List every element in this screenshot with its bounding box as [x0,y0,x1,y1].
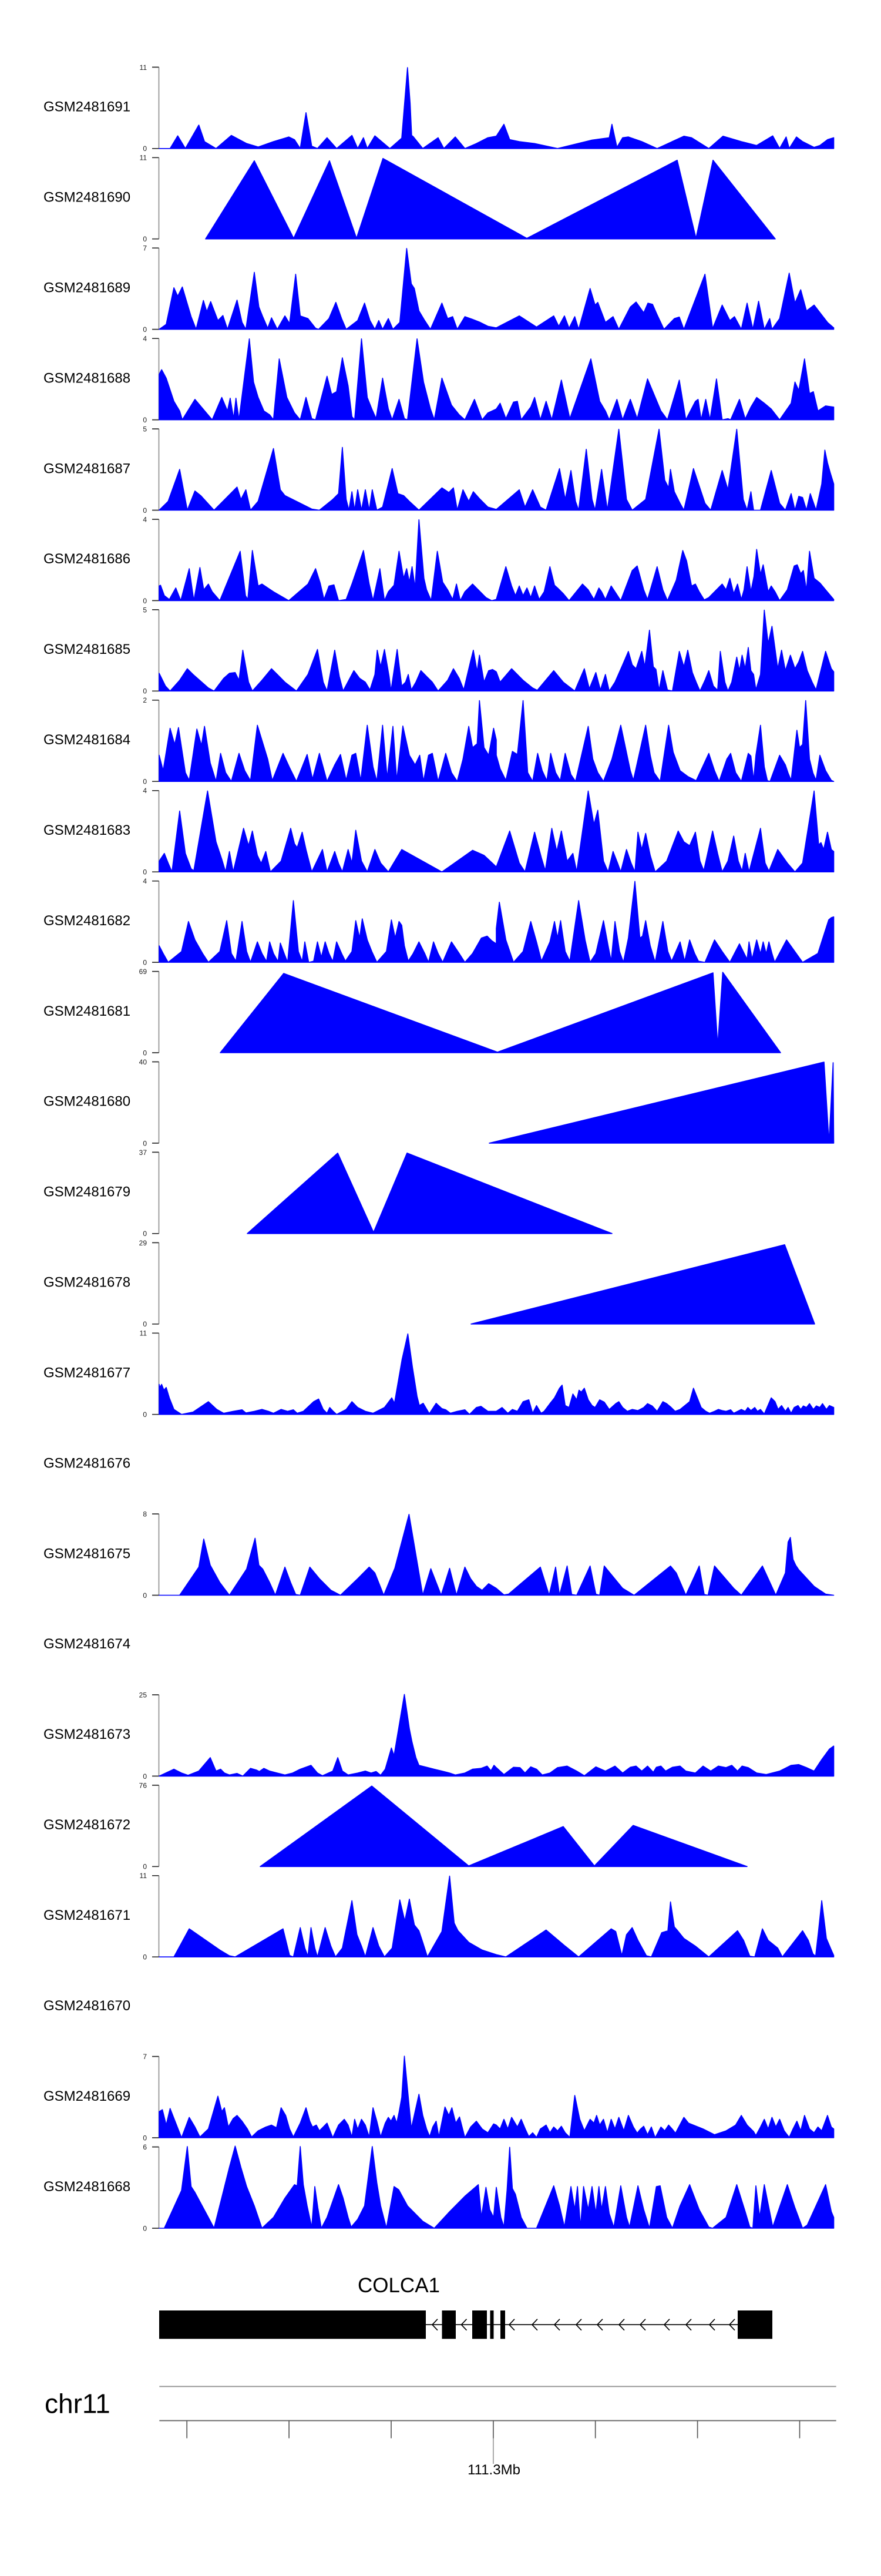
svg-text:0: 0 [143,235,147,243]
svg-text:11: 11 [140,63,147,72]
svg-text:0: 0 [143,778,147,786]
svg-text:4: 4 [143,515,147,523]
svg-text:0: 0 [143,1772,147,1781]
svg-text:5: 5 [143,425,147,434]
svg-text:0: 0 [143,1863,147,1871]
svg-text:11: 11 [140,1329,147,1338]
svg-text:40: 40 [139,1058,147,1066]
svg-text:COLCA1: COLCA1 [358,2274,440,2297]
svg-text:GSM2481682: GSM2481682 [43,913,130,929]
svg-text:5: 5 [143,606,147,614]
svg-text:GSM2481671: GSM2481671 [43,1907,130,1923]
svg-text:0: 0 [143,1953,147,1962]
svg-text:GSM2481680: GSM2481680 [43,1094,130,1110]
svg-text:GSM2481685: GSM2481685 [43,642,130,657]
svg-text:0: 0 [143,959,147,967]
svg-text:7: 7 [143,244,147,253]
svg-text:GSM2481690: GSM2481690 [43,190,130,206]
svg-text:GSM2481672: GSM2481672 [43,1817,130,1833]
svg-text:0: 0 [143,325,147,334]
svg-text:0: 0 [143,2224,147,2232]
svg-text:0: 0 [143,1410,147,1419]
svg-text:GSM2481673: GSM2481673 [43,1727,130,1742]
svg-text:0: 0 [143,145,147,153]
svg-text:8: 8 [143,1510,147,1519]
svg-text:GSM2481677: GSM2481677 [43,1365,130,1381]
svg-text:0: 0 [143,1591,147,1600]
svg-text:69: 69 [139,968,147,976]
svg-text:GSM2481689: GSM2481689 [43,280,130,295]
svg-text:11: 11 [140,154,147,162]
svg-text:GSM2481684: GSM2481684 [43,732,130,748]
svg-text:GSM2481679: GSM2481679 [43,1184,130,1200]
svg-text:4: 4 [143,787,147,795]
svg-text:chr11: chr11 [45,2389,110,2419]
svg-text:GSM2481691: GSM2481691 [43,99,130,115]
svg-text:25: 25 [139,1691,147,1699]
svg-text:GSM2481676: GSM2481676 [43,1455,130,1471]
svg-text:GSM2481668: GSM2481668 [43,2179,130,2195]
svg-text:0: 0 [143,1049,147,1057]
svg-text:0: 0 [143,868,147,876]
svg-text:37: 37 [139,1148,147,1157]
svg-text:0: 0 [143,597,147,605]
svg-text:GSM2481683: GSM2481683 [43,822,130,838]
svg-text:GSM2481675: GSM2481675 [43,1546,130,1561]
svg-text:GSM2481686: GSM2481686 [43,551,130,567]
svg-text:7: 7 [143,2053,147,2061]
svg-text:76: 76 [139,1781,147,1789]
svg-text:0: 0 [143,1320,147,1328]
svg-text:GSM2481688: GSM2481688 [43,370,130,386]
svg-text:111.3Mb: 111.3Mb [468,2462,520,2478]
svg-text:6: 6 [143,2143,147,2151]
svg-text:0: 0 [143,506,147,515]
svg-text:GSM2481678: GSM2481678 [43,1275,130,1291]
svg-text:29: 29 [139,1239,147,1247]
svg-text:0: 0 [143,1139,147,1147]
svg-text:2: 2 [143,696,147,704]
svg-text:GSM2481681: GSM2481681 [43,1003,130,1019]
svg-text:GSM2481687: GSM2481687 [43,461,130,476]
svg-text:0: 0 [143,1230,147,1238]
svg-text:0: 0 [143,416,147,424]
svg-text:GSM2481670: GSM2481670 [43,1998,130,2014]
svg-text:4: 4 [143,877,147,885]
svg-text:0: 0 [143,687,147,696]
svg-text:GSM2481674: GSM2481674 [43,1636,130,1652]
svg-text:0: 0 [143,2134,147,2142]
svg-text:4: 4 [143,335,147,343]
svg-text:11: 11 [140,1872,147,1880]
svg-text:GSM2481669: GSM2481669 [43,2088,130,2104]
